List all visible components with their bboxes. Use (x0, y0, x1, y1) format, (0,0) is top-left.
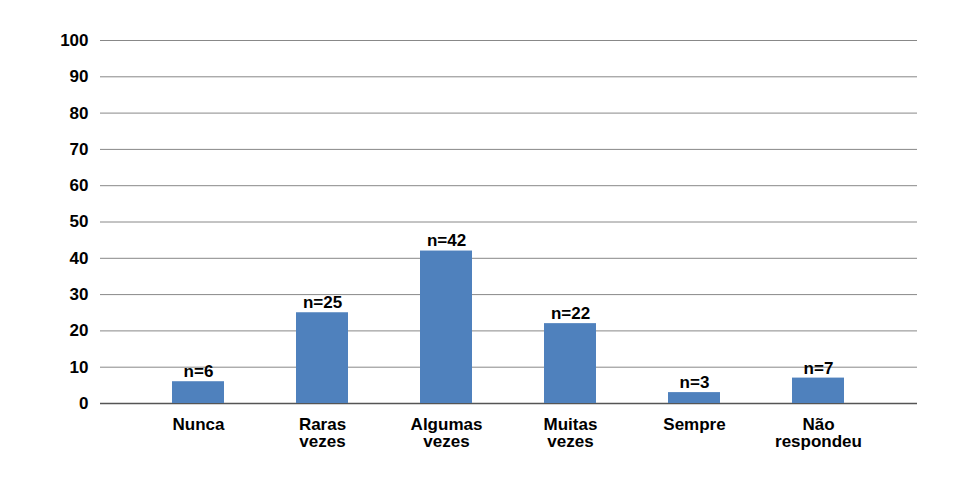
svg-text:Sempre: Sempre (663, 415, 725, 434)
svg-text:10: 10 (70, 358, 89, 377)
svg-text:70: 70 (70, 140, 89, 159)
svg-text:50: 50 (70, 212, 89, 231)
svg-text:90: 90 (70, 67, 89, 86)
svg-text:n=22: n=22 (551, 304, 590, 323)
svg-text:80: 80 (70, 104, 89, 123)
svg-text:40: 40 (70, 249, 89, 268)
svg-text:20: 20 (70, 321, 89, 340)
svg-text:0: 0 (79, 394, 88, 413)
svg-text:30: 30 (70, 285, 89, 304)
svg-text:n=25: n=25 (303, 293, 342, 312)
svg-text:Muitasvezes: Muitasvezes (544, 415, 598, 451)
svg-text:Rarasvezes: Rarasvezes (299, 415, 346, 451)
svg-text:Nunca: Nunca (173, 415, 226, 434)
svg-text:n=7: n=7 (804, 359, 834, 378)
svg-text:Algumasvezes: Algumasvezes (411, 415, 483, 451)
svg-text:Nãorespondeu: Nãorespondeu (775, 415, 862, 451)
svg-text:n=42: n=42 (427, 231, 466, 250)
svg-text:60: 60 (70, 176, 89, 195)
svg-text:n=6: n=6 (184, 362, 214, 381)
svg-text:100: 100 (60, 31, 88, 50)
svg-text:n=3: n=3 (680, 373, 710, 392)
